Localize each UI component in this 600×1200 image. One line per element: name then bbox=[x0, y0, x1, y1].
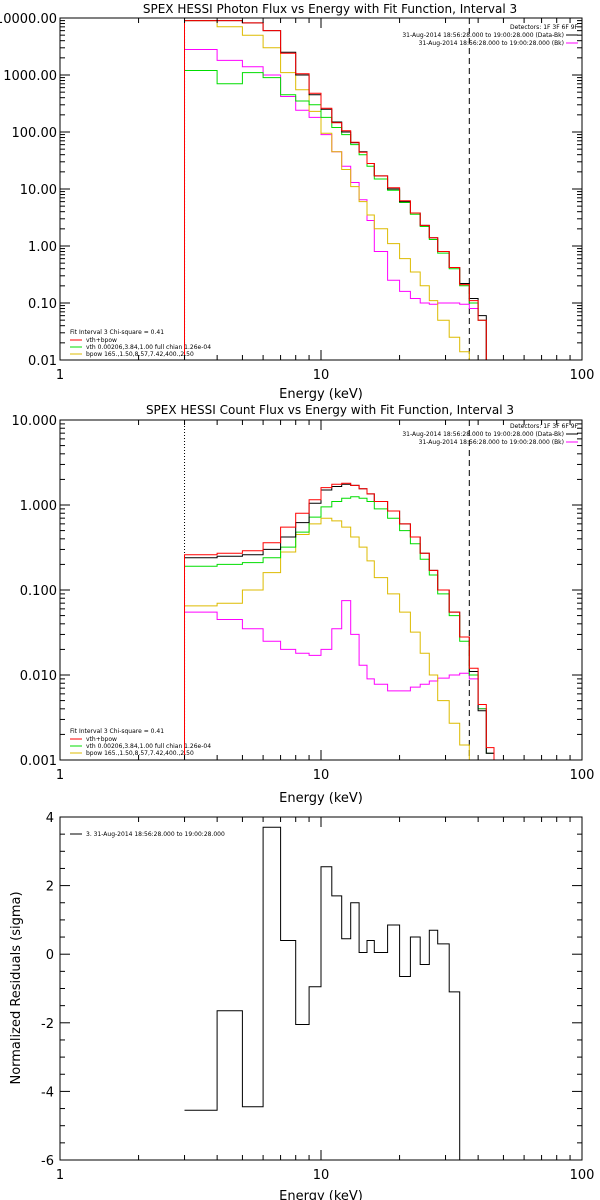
x-axis-label: Energy (keV) bbox=[279, 1189, 363, 1200]
legend-title: Fit Interval 3 Chi-square = 0.41 bbox=[70, 728, 164, 735]
y-axis-label: Normalized Residuals (sigma) bbox=[9, 891, 24, 1084]
legend-title: Fit Interval 3 Chi-square = 0.41 bbox=[70, 329, 164, 336]
legend-entry: vth 0.00206,3.84,1.00 full chian 1.26e-0… bbox=[86, 344, 211, 351]
series-line-bpow bbox=[184, 517, 494, 760]
legend-entry: vth 0.00206,3.84,1.00 full chian 1.26e-0… bbox=[86, 743, 211, 750]
x-tick-label: 10 bbox=[313, 368, 330, 383]
header-line: Detectors: 1F 3F 6F 9F bbox=[510, 423, 579, 430]
series-line-vth-bpow bbox=[184, 482, 495, 760]
x-tick-label: 1 bbox=[56, 368, 64, 383]
residuals-panel: 1 10 100 -6 -4 -2 0 2 4 3. 31-Aug-2014 18:56:28.… bbox=[9, 811, 594, 1200]
header-line: 31-Aug-2014 18:56:28.000 to 19:00:28.000… bbox=[402, 32, 564, 39]
x-tick-label: 10 bbox=[313, 768, 330, 783]
y-tick-label: 1000.00 bbox=[3, 69, 57, 84]
series-line-vth-bpow bbox=[184, 20, 487, 360]
panel-title: SPEX HESSI Photon Flux vs Energy with Fi… bbox=[143, 2, 517, 16]
header-line: 31-Aug-2014 18:56:28.000 to 19:00:28.000… bbox=[419, 40, 564, 47]
y-tick-label: 2 bbox=[46, 880, 54, 895]
legend: 3. 31-Aug-2014 18:56:28.000 to 19:00:28.… bbox=[70, 831, 225, 838]
y-tick-label: -4 bbox=[41, 1085, 54, 1100]
y-tick-label: -6 bbox=[41, 1154, 54, 1169]
y-tick-label: -2 bbox=[41, 1017, 54, 1032]
x-tick-label: 10 bbox=[313, 1168, 330, 1183]
photon-flux-panel: SPEX HESSI Photon Flux vs Energy with Fi… bbox=[0, 2, 594, 402]
y-tick-label: 10000.00 bbox=[0, 12, 57, 27]
series-group bbox=[184, 826, 461, 1160]
legend-entry: vth+bpow bbox=[86, 337, 117, 344]
series-group bbox=[184, 18, 487, 360]
series-line-3-31-aug-2014-18-56-28-000-to-19-00-28-000 bbox=[184, 826, 461, 1160]
y-tick-label: 10.00 bbox=[20, 183, 57, 198]
y-tick-label: 10.000 bbox=[12, 414, 58, 429]
x-tick-label: 100 bbox=[570, 368, 595, 383]
header-line: 31-Aug-2014 18:56:28.000 to 19:00:28.000… bbox=[419, 439, 564, 446]
x-tick-label: 100 bbox=[570, 768, 595, 783]
series-group bbox=[184, 420, 495, 760]
axis-ticks: 1 10 100 -6 -4 -2 0 2 4 bbox=[41, 811, 594, 1183]
x-axis-label: Energy (keV) bbox=[279, 791, 363, 806]
y-tick-label: 0 bbox=[46, 948, 54, 963]
x-tick-label: 100 bbox=[570, 1168, 595, 1183]
legend-entry: vth+bpow bbox=[86, 736, 117, 743]
y-tick-label: 0.001 bbox=[20, 754, 57, 769]
y-tick-label: 100.00 bbox=[12, 126, 58, 141]
legend-entry: bpow 165.,1.50,8.57,7.42,400.,2.50 bbox=[86, 750, 194, 757]
header-line: Detectors: 1F 3F 6F 9F bbox=[510, 24, 579, 31]
x-tick-label: 1 bbox=[56, 1168, 64, 1183]
legend: Fit Interval 3 Chi-square = 0.41 vth+bpo… bbox=[70, 728, 211, 757]
y-tick-label: 1.000 bbox=[20, 499, 57, 514]
legend: Fit Interval 3 Chi-square = 0.41 vth+bpo… bbox=[70, 329, 211, 358]
x-axis-label: Energy (keV) bbox=[279, 387, 363, 402]
plot-series bbox=[184, 18, 487, 360]
legend-entry: bpow 165.,1.50,8.57,7.42,400.,2.50 bbox=[86, 351, 194, 358]
plot-series bbox=[184, 826, 461, 1160]
axis-ticks: 1 10 100 0.001 0.010 0.100 1.000 10.000 bbox=[12, 414, 595, 783]
header-text: Detectors: 1F 3F 6F 9F 31-Aug-2014 18:56… bbox=[402, 24, 578, 47]
count-flux-panel: SPEX HESSI Count Flux vs Energy with Fit… bbox=[12, 403, 595, 806]
series-line-bk bbox=[184, 49, 487, 360]
y-tick-label: 4 bbox=[46, 811, 54, 826]
y-tick-label: 0.10 bbox=[28, 297, 57, 312]
y-tick-label: 0.01 bbox=[28, 354, 57, 369]
y-tick-label: 1.00 bbox=[28, 240, 57, 255]
y-tick-label: 0.010 bbox=[20, 669, 57, 684]
y-tick-label: 0.100 bbox=[20, 584, 57, 599]
series-line-bk bbox=[184, 600, 495, 760]
panel-title: SPEX HESSI Count Flux vs Energy with Fit… bbox=[146, 403, 514, 417]
axis-ticks: 1 10 100 0.01 0.10 1.00 10.00 100.00 1000.00 1000… bbox=[0, 12, 594, 383]
header-text: Detectors: 1F 3F 6F 9F 31-Aug-2014 18:56… bbox=[402, 423, 578, 446]
x-tick-label: 1 bbox=[56, 768, 64, 783]
series-line-bpow bbox=[184, 20, 487, 360]
plot-series bbox=[184, 420, 495, 760]
legend-entry: 3. 31-Aug-2014 18:56:28.000 to 19:00:28.… bbox=[86, 831, 225, 838]
header-line: 31-Aug-2014 18:56:28.000 to 19:00:28.000… bbox=[402, 431, 564, 438]
